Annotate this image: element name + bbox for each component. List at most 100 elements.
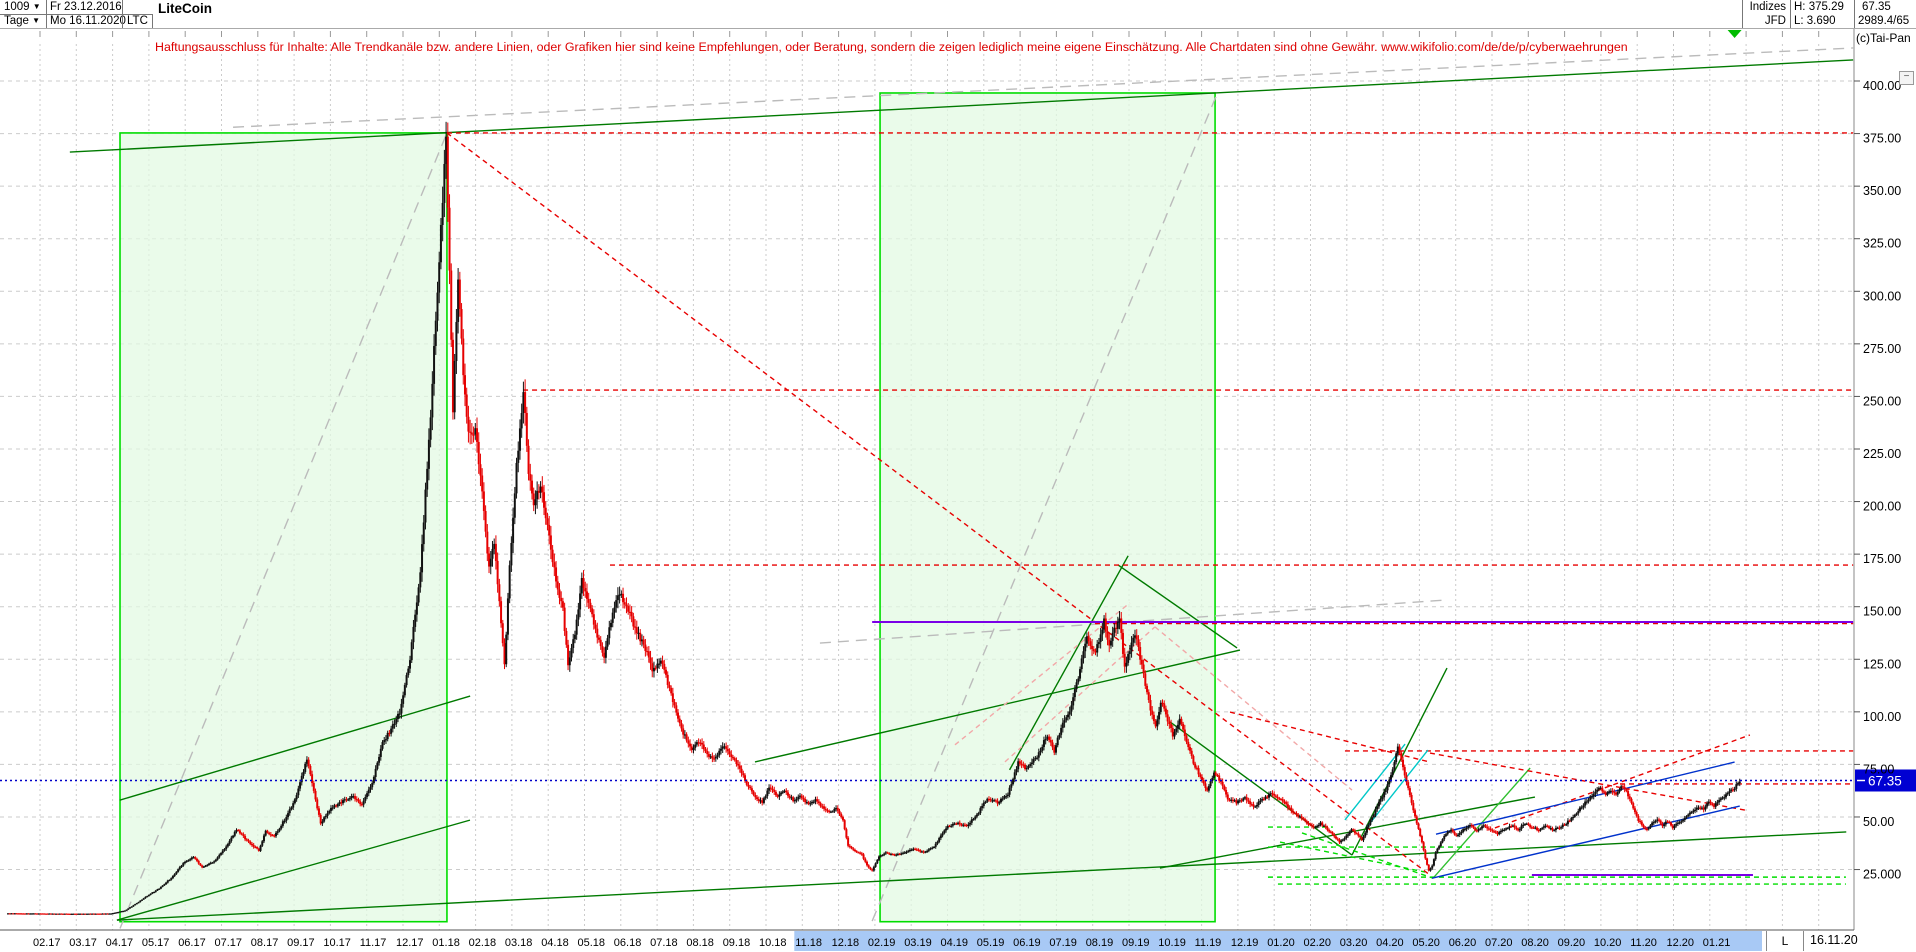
x-axis-label: 07.17: [215, 937, 243, 949]
y-axis-label: 375.00: [1863, 132, 1901, 146]
x-axis-label: 11.19: [1195, 937, 1222, 949]
y-axis-label: 100.00: [1863, 710, 1901, 724]
x-axis-label: 03.20: [1340, 937, 1368, 949]
y-axis-label: 200.00: [1863, 500, 1901, 514]
blue-channel-high: [1435, 761, 1735, 835]
low-value: L: 3.690: [1794, 15, 1836, 27]
copyright-label: (c)Tai-Pan: [1856, 31, 1911, 45]
wave-box-2017: [119, 132, 448, 923]
wave-box-2019: [879, 92, 1216, 923]
date-from: Fr 23.12.2016: [50, 1, 122, 13]
x-axis-label: 03.18: [505, 937, 533, 949]
x-axis-label: 04.20: [1376, 937, 1404, 949]
disclaimer-text: Haftungsausschluss für Inhalte: Alle Tre…: [155, 40, 1628, 54]
x-axis-label: 02.19: [868, 937, 896, 949]
last-bar-cell: L: [1766, 931, 1804, 951]
greendash-diag-1: [1279, 841, 1426, 873]
x-axis-label: 10.18: [759, 937, 787, 949]
last-price-value: 67.35: [1862, 1, 1891, 13]
x-axis-label: 05.19: [977, 937, 1005, 949]
x-axis-label: 07.18: [650, 937, 678, 949]
pink-rise-2: [1004, 626, 1156, 763]
pink-desc: [1154, 626, 1353, 791]
cyan-jan20-1: [1344, 743, 1406, 821]
x-axis-label: 12.20: [1667, 937, 1695, 949]
y-axis-label: 50.00: [1863, 815, 1894, 829]
x-axis-label: 12.17: [396, 937, 424, 949]
x-axis-label: 02.18: [469, 937, 497, 949]
x-axis-label: 08.19: [1086, 937, 1114, 949]
green-2017-channel-low: [116, 819, 471, 921]
chevron-down-icon: ▼: [32, 2, 41, 11]
x-axis-label: 09.18: [723, 937, 751, 949]
x-axis-label: 02.20: [1304, 937, 1332, 949]
y-axis-label: 150.00: [1863, 605, 1901, 619]
last-bar-marker-icon: [1727, 30, 1742, 38]
volume-value: 2989.4/65: [1858, 15, 1910, 27]
x-axis-label: 04.17: [106, 937, 134, 949]
x-axis-label: 05.18: [578, 937, 606, 949]
date-range-highlight[interactable]: [794, 931, 1762, 951]
last-date-label: 16.11.20: [1810, 933, 1858, 947]
x-axis-label: 10.20: [1594, 937, 1622, 949]
x-axis-label: 11.20: [1630, 937, 1657, 949]
x-axis-label: 12.18: [832, 937, 860, 949]
pink-rise-1: [954, 602, 1131, 746]
x-axis-label: 10.19: [1158, 937, 1186, 949]
x-axis-label: 09.20: [1558, 937, 1586, 949]
y-axis-label: 350.00: [1863, 184, 1901, 198]
chevron-down-icon: ▼: [32, 16, 41, 25]
x-axis-label: 06.17: [178, 937, 206, 949]
green-bottom-support: [116, 831, 1847, 921]
x-axis-label: 03.17: [69, 937, 97, 949]
gray-top-resistance: [233, 47, 1854, 128]
y-axis-label: 25.000: [1863, 868, 1901, 882]
period-dropdown[interactable]: Tage ▼: [4, 15, 41, 27]
green-2019-desc: [1117, 564, 1238, 649]
divider: [0, 14, 152, 15]
x-axis-label: 08.20: [1521, 937, 1549, 949]
x-axis-label: 01.18: [432, 937, 460, 949]
green-top-resistance: [69, 59, 1854, 153]
y-axis-label: 400.00: [1863, 79, 1901, 93]
x-axis-label: 06.19: [1013, 937, 1041, 949]
symbol-label: LTC: [127, 15, 148, 27]
gray-diag-2019: [871, 92, 1219, 922]
green-2019-steep-rise: [1008, 555, 1129, 771]
x-axis-label: 01.20: [1267, 937, 1295, 949]
y-axis-label: 250.00: [1863, 394, 1901, 408]
broker-label: JFD: [1764, 15, 1786, 27]
divider: [1790, 0, 1791, 28]
page-title: LiteCoin: [158, 1, 212, 16]
x-axis-label: 05.20: [1412, 937, 1440, 949]
minimize-icon[interactable]: −: [1899, 71, 1914, 85]
x-axis-label: 06.18: [614, 937, 642, 949]
date-to: Mo 16.11.2020: [50, 15, 126, 27]
y-axis-label: 225.00: [1863, 447, 1901, 461]
bars-count-dropdown[interactable]: 1009 ▼: [4, 1, 41, 13]
y-axis-label: 300.00: [1863, 289, 1901, 303]
x-axis-label: 02.17: [33, 937, 61, 949]
y-axis-label: 325.00: [1863, 237, 1901, 251]
y-axis-label: 75.00: [1863, 762, 1894, 776]
x-axis-label: 07.19: [1049, 937, 1077, 949]
current-price-badge: [1855, 769, 1916, 792]
red-main-downtrend: [446, 132, 1431, 876]
divider: [1742, 0, 1743, 28]
green-dec19-desc: [1169, 721, 1353, 856]
red-2020-desc: [1429, 752, 1746, 811]
x-axis-label: 05.17: [142, 937, 170, 949]
x-axis-label: 12.19: [1231, 937, 1259, 949]
y-axis-label: 175.00: [1863, 552, 1901, 566]
greendash-diag-2: [1301, 832, 1434, 879]
x-axis-label: 11.18: [795, 937, 822, 949]
chart-header: 1009 ▼ Tage ▼ Fr 23.12.2016 Mo 16.11.202…: [0, 0, 1916, 29]
x-axis-label: 11.17: [360, 937, 387, 949]
x-axis-label: 04.18: [541, 937, 569, 949]
x-axis-label: 06.20: [1449, 937, 1477, 949]
high-value: H: 375.29: [1794, 1, 1844, 13]
divider: [152, 14, 153, 28]
green-feb20-steep: [1351, 667, 1448, 856]
